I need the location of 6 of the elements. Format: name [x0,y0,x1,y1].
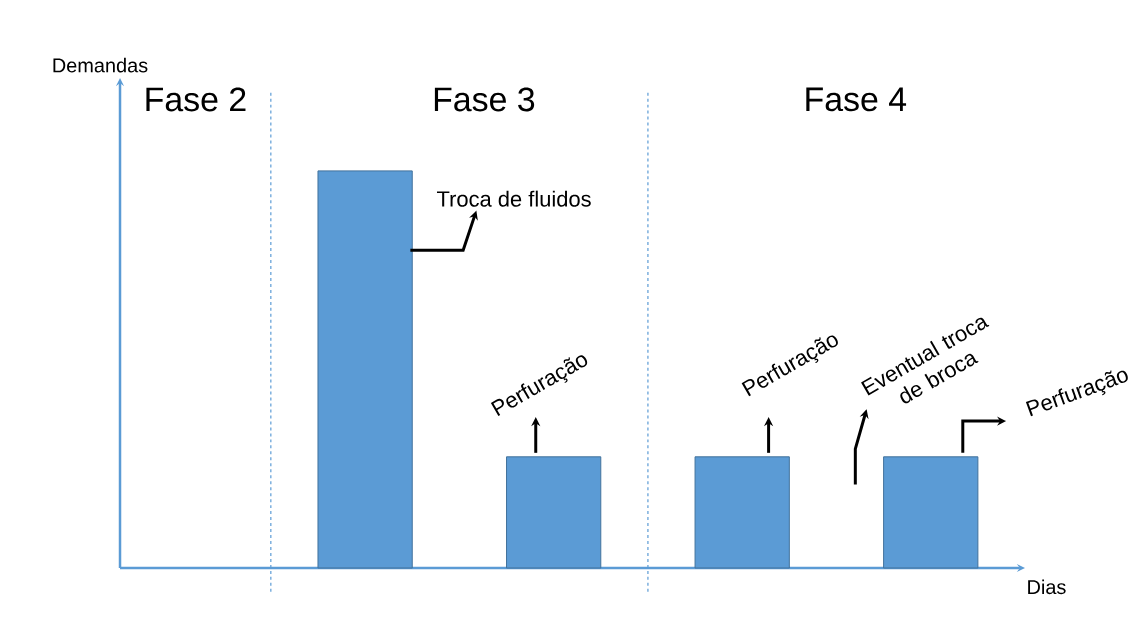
text: Fase 4 [806,87,907,112]
x-axis-title: Dias [1028,579,1066,595]
text: Fase 3 [434,87,535,112]
annotation: Troca de fluidos [437,190,591,207]
text: Fase 2 [146,87,246,112]
y-axis-title: Demandas [53,57,148,73]
